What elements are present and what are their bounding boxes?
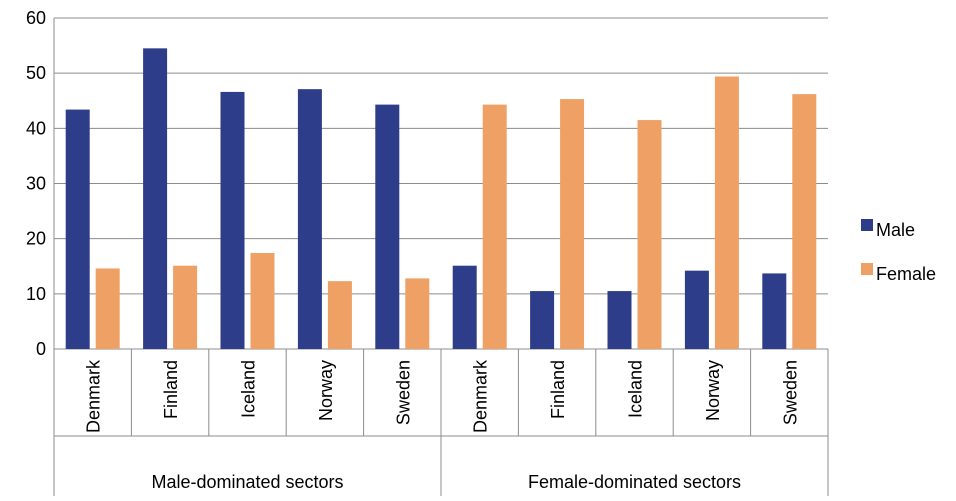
x-category-label: Norway (703, 360, 723, 421)
x-group-label: Female-dominated sectors (528, 472, 741, 492)
bar-male (143, 48, 168, 349)
bar-male (375, 104, 400, 349)
x-category-label: Finland (161, 360, 181, 419)
y-axis-ticks: 0 10 20 30 40 50 60 (26, 8, 46, 359)
x-category-label: Norway (316, 360, 336, 421)
x-category-label: Sweden (780, 360, 800, 425)
bar-female (173, 265, 198, 349)
bar-female (714, 76, 739, 349)
bar-male (607, 291, 632, 349)
bar-female (482, 104, 507, 349)
y-tick-label: 60 (26, 8, 46, 28)
bar-female (95, 268, 120, 349)
bar-female (792, 94, 817, 349)
legend-label: Male (876, 220, 915, 240)
gridlines (54, 17, 828, 350)
bar-male (762, 273, 787, 349)
y-tick-label: 10 (26, 284, 46, 304)
legend: Male Female (861, 219, 936, 284)
bar-male (452, 265, 477, 349)
bars (65, 48, 817, 350)
bar-female (250, 253, 275, 349)
bar-female (560, 99, 585, 349)
y-tick-label: 20 (26, 229, 46, 249)
x-category-label: Finland (548, 360, 568, 419)
y-tick-label: 0 (36, 339, 46, 359)
y-tick-label: 40 (26, 118, 46, 138)
bar-female (327, 281, 352, 349)
x-group-label: Male-dominated sectors (151, 472, 343, 492)
bar-male (297, 89, 322, 349)
bar-male (220, 91, 245, 349)
y-tick-label: 30 (26, 174, 46, 194)
legend-swatch-female (861, 263, 873, 275)
x-category-label: Denmark (84, 359, 104, 433)
x-category-label: Iceland (626, 360, 646, 418)
bar-male (530, 291, 555, 349)
legend-label: Female (876, 264, 936, 284)
bar-male (65, 109, 90, 350)
x-category-label: Sweden (393, 360, 413, 425)
legend-swatch-male (861, 219, 873, 231)
y-tick-label: 50 (26, 63, 46, 83)
bar-male (684, 270, 709, 349)
x-category-label: Iceland (239, 360, 259, 418)
bar-female (405, 278, 430, 349)
x-category-label: Denmark (471, 359, 491, 433)
bar-female (637, 120, 662, 349)
x-axis: Denmark Finland Iceland Norway Sweden Denmark… (53, 18, 829, 496)
